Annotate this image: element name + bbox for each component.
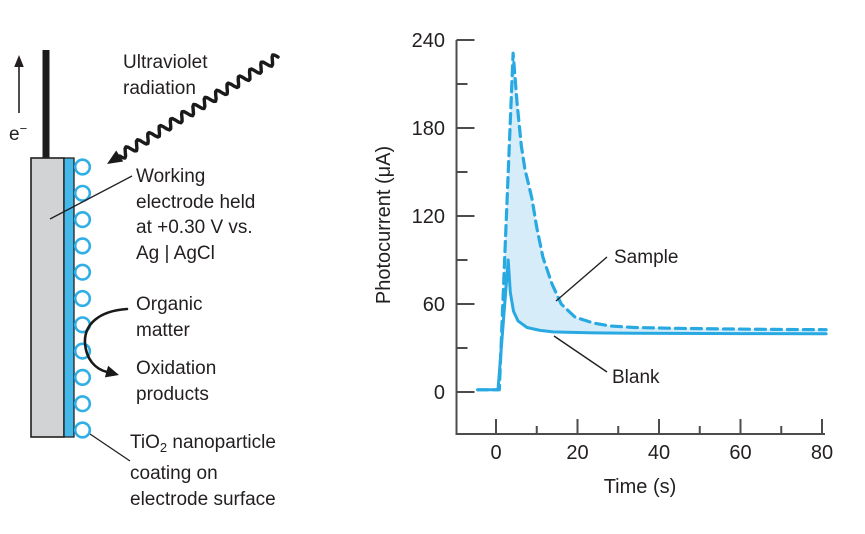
y-tick-label: 0 <box>434 382 445 404</box>
electron-label-base: e <box>9 124 20 145</box>
sample-curve-label: Sample <box>614 247 678 268</box>
nanoparticle-circle <box>73 368 92 387</box>
working-label-line1: Working <box>136 166 206 187</box>
uv-label-line2: radiation <box>123 77 196 99</box>
blank-curve <box>476 258 828 392</box>
reaction-arrow <box>83 307 129 374</box>
x-axis-title: Time (s) <box>604 476 677 498</box>
tio2-label-post: nanoparticle <box>167 432 276 453</box>
nanoparticle-circle <box>73 289 92 308</box>
uv-label-line1: Ultraviolet <box>123 52 208 73</box>
electrode-lead-rod <box>42 50 50 160</box>
x-tick-label: 80 <box>811 442 833 464</box>
x-tick-label: 40 <box>648 442 670 464</box>
electron-label-sup: − <box>19 121 28 136</box>
organic-label-line2: matter <box>136 319 190 341</box>
uv-wave <box>118 53 280 160</box>
working-electrode-pointer-line <box>49 175 133 220</box>
sample-pointer-line <box>555 256 608 302</box>
tio2-label-line3: electrode surface <box>130 489 276 510</box>
x-tick-label: 0 <box>490 442 501 464</box>
electron-arrow-head <box>14 55 24 67</box>
y-tick-label: 60 <box>423 294 445 316</box>
blank-curve-label: Blank <box>612 367 660 388</box>
y-tick-label: 240 <box>412 30 445 52</box>
uv-radiation-label: Ultraviolet radiation <box>123 50 207 101</box>
tio2-label-sub: 2 <box>159 440 168 455</box>
y-axis-title: Photocurrent (μA) <box>373 146 395 304</box>
nanoparticle-circle <box>73 158 92 176</box>
tio2-pointer-line <box>89 433 131 462</box>
blank-pointer-line <box>553 335 608 373</box>
working-label-line2: electrode held <box>136 191 256 213</box>
oxidation-label-line2: products <box>136 383 209 405</box>
nanoparticle-circle <box>73 263 92 281</box>
oxidation-label-line1: Oxidation <box>136 358 217 379</box>
y-tick-label: 180 <box>412 118 445 140</box>
x-tick-label: 60 <box>729 442 751 464</box>
tio2-label-line2: coating on <box>130 463 218 484</box>
working-electrode-label: Working electrode held at +0.30 V vs. Ag… <box>136 164 255 266</box>
electrode-body <box>30 157 65 438</box>
uv-wave-arrowhead <box>107 150 124 164</box>
nanoparticle-circle <box>73 395 92 413</box>
nanoparticle-circle <box>73 421 92 439</box>
electrode-diagram <box>14 50 280 462</box>
nanoparticle-circle <box>73 237 92 255</box>
working-label-line3: at +0.30 V vs. <box>136 217 253 238</box>
tio2-coating-label: TiO2 nanoparticle coating on electrode s… <box>130 430 276 513</box>
nanoparticle-circle <box>73 184 92 202</box>
chart-annotations: Sample Blank <box>553 247 678 388</box>
x-tick-label: 20 <box>566 442 588 464</box>
sample-curve <box>476 51 828 392</box>
reaction-arrow-head <box>104 365 119 378</box>
fill-between-region <box>477 53 827 390</box>
y-tick-label: 120 <box>412 206 445 228</box>
nanoparticle-circles <box>73 158 92 439</box>
tio2-label-pre: TiO <box>130 432 160 453</box>
photocurrent-chart: 0 60 120 180 240 0 20 40 60 80 Photocurrent (μA) Ti… <box>373 30 833 498</box>
oxidation-products-label: Oxidation products <box>136 356 216 407</box>
nanoparticle-circle <box>73 211 92 229</box>
working-label-line4: Ag | AgCl <box>136 242 215 264</box>
organic-label-line1: Organic <box>136 294 203 315</box>
tio2-coating-layer <box>63 157 75 438</box>
organic-matter-label: Organic matter <box>136 292 203 343</box>
tio2-label-line1: TiO2 nanoparticle <box>130 430 276 461</box>
electron-label: e− <box>9 116 27 148</box>
